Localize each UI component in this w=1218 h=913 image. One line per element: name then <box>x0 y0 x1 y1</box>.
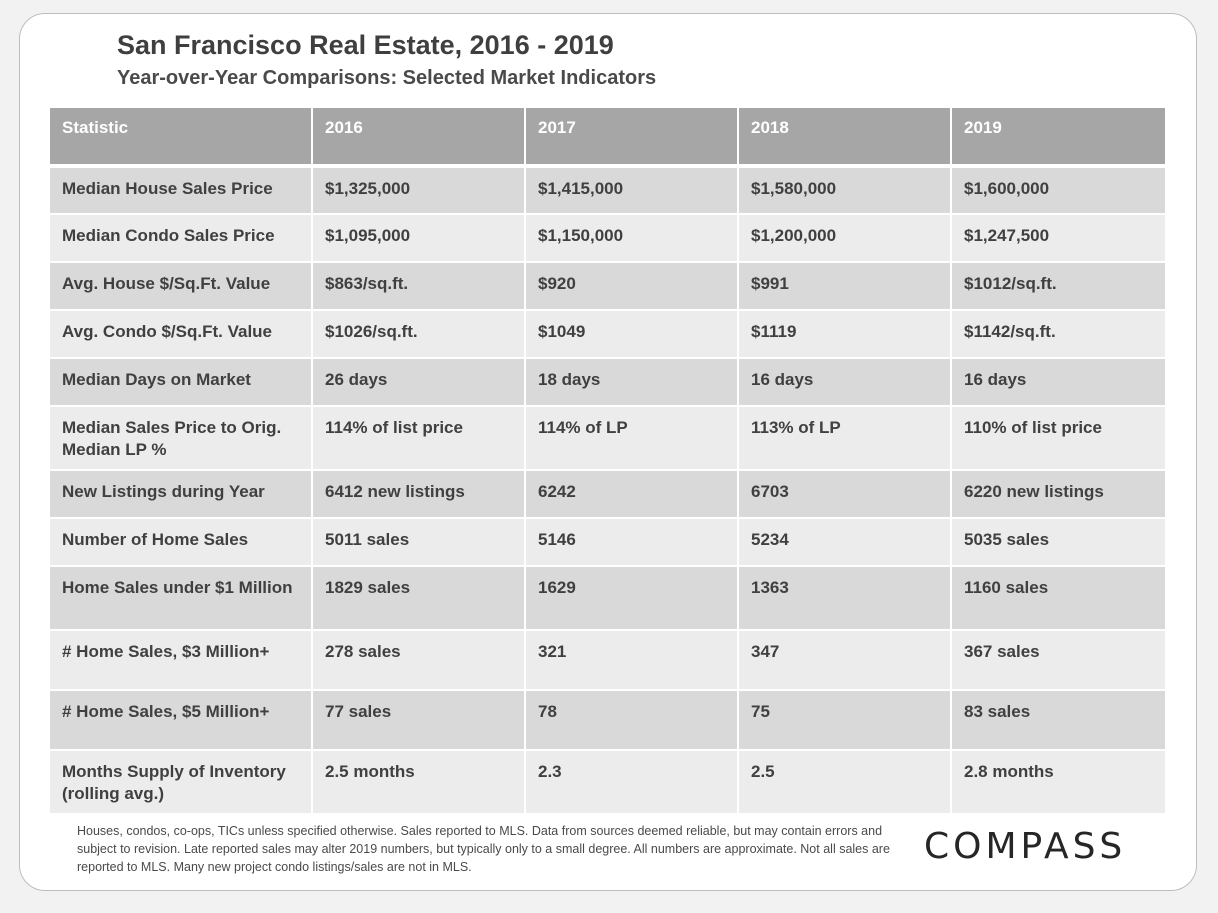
table-cell: 278 sales <box>312 630 526 691</box>
table-cell: 113% of LP <box>738 406 952 471</box>
footnote-disclaimer: Houses, condos, co-ops, TICs unless spec… <box>77 824 890 874</box>
table-row: Avg. House $/Sq.Ft. Value $863/sq.ft. $9… <box>50 262 1165 311</box>
table-cell: 2.8 months <box>951 750 1165 815</box>
table-row: Median Days on Market 26 days 18 days 16… <box>50 358 1165 407</box>
page-subtitle: Year-over-Year Comparisons: Selected Mar… <box>117 67 657 89</box>
row-label: Median Days on Market <box>50 358 313 407</box>
market-indicators-table: Statistic 2016 2017 2018 2019 Median Hou… <box>50 108 1165 815</box>
table-cell: 321 <box>525 630 739 691</box>
table-cell: 16 days <box>951 358 1165 407</box>
table-cell: 77 sales <box>312 690 526 751</box>
table-cell: 5234 <box>738 518 952 567</box>
table-cell: 6242 <box>525 470 739 519</box>
table-cell: 5146 <box>525 518 739 567</box>
compass-logo: COMPASS <box>924 826 1127 867</box>
table-row: Median Condo Sales Price $1,095,000 $1,1… <box>50 214 1165 263</box>
row-label: Avg. Condo $/Sq.Ft. Value <box>50 310 313 359</box>
table-cell: 5035 sales <box>951 518 1165 567</box>
table-cell: $1012/sq.ft. <box>951 262 1165 311</box>
table-cell: 6220 new listings <box>951 470 1165 519</box>
table-cell: $1,150,000 <box>525 214 739 263</box>
table-cell: 2.5 months <box>312 750 526 815</box>
row-label: Number of Home Sales <box>50 518 313 567</box>
page-title: San Francisco Real Estate, 2016 - 2019 <box>117 30 614 60</box>
table-cell: $1,325,000 <box>312 166 526 215</box>
column-header: 2018 <box>738 108 952 168</box>
table-cell: $1,415,000 <box>525 166 739 215</box>
table-row: Home Sales under $1 Million 1829 sales 1… <box>50 566 1165 631</box>
table-cell: 1363 <box>738 566 952 631</box>
table-cell: $1049 <box>525 310 739 359</box>
column-header: Statistic <box>50 108 313 168</box>
table-row: Median Sales Price to Orig. Median LP % … <box>50 406 1165 471</box>
table-cell: 75 <box>738 690 952 751</box>
table-cell: 1829 sales <box>312 566 526 631</box>
table-cell: $1,200,000 <box>738 214 952 263</box>
table-cell: 1160 sales <box>951 566 1165 631</box>
table-cell: $1,247,500 <box>951 214 1165 263</box>
row-label: # Home Sales, $5 Million+ <box>50 690 313 751</box>
row-label: Median Sales Price to Orig. Median LP % <box>50 406 313 471</box>
row-label: Avg. House $/Sq.Ft. Value <box>50 262 313 311</box>
table-row: Months Supply of Inventory (rolling avg.… <box>50 750 1165 815</box>
table-cell: 83 sales <box>951 690 1165 751</box>
table-cell: 6412 new listings <box>312 470 526 519</box>
table-cell: 26 days <box>312 358 526 407</box>
table-cell: $1,580,000 <box>738 166 952 215</box>
table-row: Number of Home Sales 5011 sales 5146 523… <box>50 518 1165 567</box>
table-cell: 347 <box>738 630 952 691</box>
column-header: 2016 <box>312 108 526 168</box>
table-cell: 6703 <box>738 470 952 519</box>
row-label: Home Sales under $1 Million <box>50 566 313 631</box>
table-cell: $1142/sq.ft. <box>951 310 1165 359</box>
table-cell: $1,600,000 <box>951 166 1165 215</box>
table-cell: 110% of list price <box>951 406 1165 471</box>
table-row: New Listings during Year 6412 new listin… <box>50 470 1165 519</box>
row-label: # Home Sales, $3 Million+ <box>50 630 313 691</box>
table-row: # Home Sales, $5 Million+ 77 sales 78 75… <box>50 690 1165 751</box>
row-label: Months Supply of Inventory (rolling avg.… <box>50 750 313 815</box>
table-cell: 114% of list price <box>312 406 526 471</box>
table-row: Median House Sales Price $1,325,000 $1,4… <box>50 166 1165 215</box>
table-cell: 2.5 <box>738 750 952 815</box>
table-cell: $1026/sq.ft. <box>312 310 526 359</box>
row-label: Median House Sales Price <box>50 166 313 215</box>
table-cell: $1,095,000 <box>312 214 526 263</box>
row-label: Median Condo Sales Price <box>50 214 313 263</box>
table-row: Avg. Condo $/Sq.Ft. Value $1026/sq.ft. $… <box>50 310 1165 359</box>
table-cell: 114% of LP <box>525 406 739 471</box>
table-cell: 5011 sales <box>312 518 526 567</box>
column-header: 2017 <box>525 108 739 168</box>
table-cell: 367 sales <box>951 630 1165 691</box>
table-cell: 16 days <box>738 358 952 407</box>
table-cell: 1629 <box>525 566 739 631</box>
table-cell: $863/sq.ft. <box>312 262 526 311</box>
table-cell: $991 <box>738 262 952 311</box>
table-row: # Home Sales, $3 Million+ 278 sales 321 … <box>50 630 1165 691</box>
table-cell: $1119 <box>738 310 952 359</box>
row-label: New Listings during Year <box>50 470 313 519</box>
table-cell: 18 days <box>525 358 739 407</box>
column-header: 2019 <box>951 108 1165 168</box>
table-cell: $920 <box>525 262 739 311</box>
table-header-row: Statistic 2016 2017 2018 2019 <box>50 108 1165 168</box>
table-cell: 78 <box>525 690 739 751</box>
table-cell: 2.3 <box>525 750 739 815</box>
